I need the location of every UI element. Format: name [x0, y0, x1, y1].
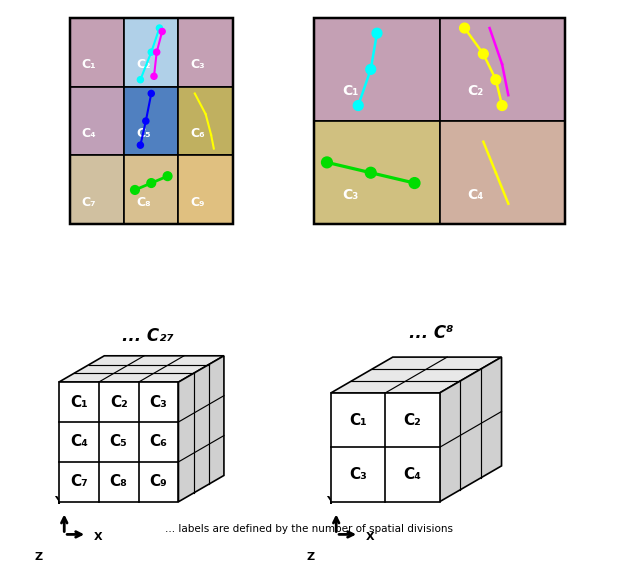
Text: C₄: C₄: [467, 188, 483, 202]
Circle shape: [151, 73, 157, 79]
Bar: [439, 18, 565, 121]
Circle shape: [130, 185, 139, 194]
Text: Z: Z: [35, 552, 43, 562]
Text: C₁: C₁: [349, 413, 367, 428]
Bar: [315, 18, 439, 121]
Text: C₂: C₂: [404, 413, 421, 428]
Circle shape: [159, 29, 165, 34]
Circle shape: [321, 157, 332, 168]
Bar: [179, 87, 233, 156]
Polygon shape: [59, 356, 224, 382]
Text: C₈: C₈: [136, 196, 151, 209]
Circle shape: [353, 101, 363, 111]
FancyBboxPatch shape: [331, 393, 439, 502]
Polygon shape: [439, 357, 502, 502]
Text: ... labels are defined by the number of spatial divisions: ... labels are defined by the number of …: [165, 524, 453, 534]
Text: C₁: C₁: [342, 84, 358, 98]
Text: X: X: [366, 532, 374, 542]
Text: C₂: C₂: [110, 395, 127, 410]
Text: C₄: C₄: [82, 128, 96, 140]
Text: C₆: C₆: [150, 434, 167, 450]
Text: Y: Y: [326, 496, 334, 506]
Text: C₉: C₉: [150, 474, 167, 490]
FancyBboxPatch shape: [59, 382, 179, 502]
Circle shape: [497, 101, 507, 111]
Bar: [124, 156, 179, 224]
Text: C₆: C₆: [190, 128, 205, 140]
Circle shape: [154, 49, 160, 55]
Circle shape: [143, 118, 149, 124]
Text: C₁: C₁: [82, 58, 96, 71]
Text: C₂: C₂: [136, 58, 151, 71]
Circle shape: [148, 49, 154, 55]
Bar: [70, 18, 233, 224]
Circle shape: [409, 178, 420, 188]
Text: ... C₂₇: ... C₂₇: [122, 327, 174, 345]
Circle shape: [163, 172, 172, 180]
Circle shape: [147, 179, 156, 187]
Text: Y: Y: [54, 496, 62, 506]
Text: C₄: C₄: [404, 467, 421, 482]
Bar: [179, 18, 233, 87]
Text: C₅: C₅: [136, 128, 151, 140]
Text: X: X: [93, 532, 102, 542]
Circle shape: [137, 142, 143, 148]
Bar: [179, 156, 233, 224]
Text: C₇: C₇: [82, 196, 96, 209]
Bar: [124, 18, 179, 87]
Polygon shape: [179, 356, 224, 502]
Text: C₂: C₂: [467, 84, 483, 98]
Circle shape: [137, 76, 143, 83]
Text: C₅: C₅: [110, 434, 127, 450]
Circle shape: [365, 167, 376, 178]
Text: C₈: C₈: [110, 474, 127, 490]
Text: C₇: C₇: [70, 474, 88, 490]
Text: C₄: C₄: [70, 434, 88, 450]
Text: Z: Z: [307, 552, 315, 562]
Circle shape: [372, 28, 382, 38]
Text: C₁: C₁: [70, 395, 88, 410]
Bar: [70, 156, 124, 224]
Polygon shape: [331, 357, 502, 393]
Circle shape: [478, 49, 488, 59]
Circle shape: [366, 65, 376, 74]
Circle shape: [148, 90, 154, 97]
Bar: [315, 18, 565, 224]
Bar: [70, 87, 124, 156]
Bar: [70, 18, 124, 87]
Text: C₃: C₃: [190, 58, 205, 71]
Circle shape: [460, 23, 470, 33]
Text: ... C⁸: ... C⁸: [409, 324, 454, 342]
Circle shape: [491, 75, 501, 85]
Bar: [315, 121, 439, 224]
Bar: [439, 121, 565, 224]
Circle shape: [156, 25, 163, 31]
Text: C₉: C₉: [190, 196, 205, 209]
Bar: [124, 87, 179, 156]
Text: C₃: C₃: [342, 188, 358, 202]
Text: C₃: C₃: [150, 395, 167, 410]
Text: C₃: C₃: [349, 467, 367, 482]
